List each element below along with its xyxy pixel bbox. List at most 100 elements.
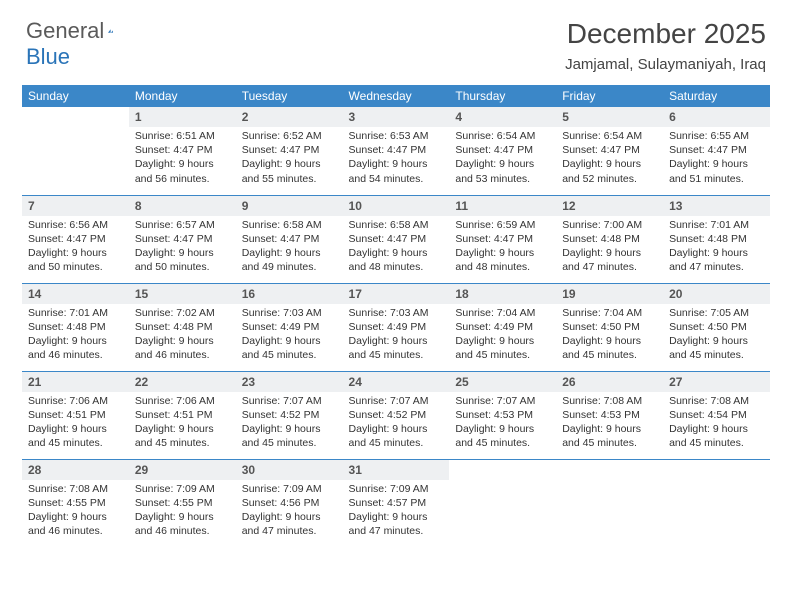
day-details: Sunrise: 6:59 AMSunset: 4:47 PMDaylight:… [449,216,556,279]
day-details: Sunrise: 7:02 AMSunset: 4:48 PMDaylight:… [129,304,236,367]
day-details: Sunrise: 7:07 AMSunset: 4:52 PMDaylight:… [236,392,343,455]
day-details: Sunrise: 6:57 AMSunset: 4:47 PMDaylight:… [129,216,236,279]
day-details: Sunrise: 6:51 AMSunset: 4:47 PMDaylight:… [129,127,236,190]
month-title: December 2025 [565,18,766,50]
day-number: 10 [343,196,450,216]
calendar-cell: 15Sunrise: 7:02 AMSunset: 4:48 PMDayligh… [129,283,236,371]
calendar-cell: 29Sunrise: 7:09 AMSunset: 4:55 PMDayligh… [129,459,236,547]
calendar-cell: 3Sunrise: 6:53 AMSunset: 4:47 PMDaylight… [343,107,450,195]
day-details: Sunrise: 6:54 AMSunset: 4:47 PMDaylight:… [556,127,663,190]
day-details: Sunrise: 7:07 AMSunset: 4:53 PMDaylight:… [449,392,556,455]
brand-logo: General [26,18,138,44]
day-number: 16 [236,284,343,304]
page-header: General December 2025 Jamjamal, Sulayman… [0,0,792,77]
day-number: 11 [449,196,556,216]
calendar-cell: 2Sunrise: 6:52 AMSunset: 4:47 PMDaylight… [236,107,343,195]
weekday-header: Friday [556,85,663,107]
day-number: 22 [129,372,236,392]
day-details: Sunrise: 7:04 AMSunset: 4:50 PMDaylight:… [556,304,663,367]
day-number: 5 [556,107,663,127]
day-details: Sunrise: 7:08 AMSunset: 4:53 PMDaylight:… [556,392,663,455]
calendar-cell: 17Sunrise: 7:03 AMSunset: 4:49 PMDayligh… [343,283,450,371]
day-details: Sunrise: 6:58 AMSunset: 4:47 PMDaylight:… [343,216,450,279]
day-number: 27 [663,372,770,392]
calendar-cell: 5Sunrise: 6:54 AMSunset: 4:47 PMDaylight… [556,107,663,195]
day-number: 21 [22,372,129,392]
calendar-cell: 19Sunrise: 7:04 AMSunset: 4:50 PMDayligh… [556,283,663,371]
day-number: 14 [22,284,129,304]
calendar-cell [556,459,663,547]
day-details: Sunrise: 7:06 AMSunset: 4:51 PMDaylight:… [129,392,236,455]
calendar-body: 1Sunrise: 6:51 AMSunset: 4:47 PMDaylight… [22,107,770,547]
calendar-cell: 1Sunrise: 6:51 AMSunset: 4:47 PMDaylight… [129,107,236,195]
calendar-row: 28Sunrise: 7:08 AMSunset: 4:55 PMDayligh… [22,459,770,547]
weekday-header: Saturday [663,85,770,107]
day-details: Sunrise: 7:07 AMSunset: 4:52 PMDaylight:… [343,392,450,455]
day-details: Sunrise: 6:54 AMSunset: 4:47 PMDaylight:… [449,127,556,190]
day-number: 6 [663,107,770,127]
day-number: 4 [449,107,556,127]
calendar-cell: 13Sunrise: 7:01 AMSunset: 4:48 PMDayligh… [663,195,770,283]
day-number: 24 [343,372,450,392]
calendar-cell: 4Sunrise: 6:54 AMSunset: 4:47 PMDaylight… [449,107,556,195]
day-details: Sunrise: 7:08 AMSunset: 4:54 PMDaylight:… [663,392,770,455]
calendar-cell: 9Sunrise: 6:58 AMSunset: 4:47 PMDaylight… [236,195,343,283]
day-details: Sunrise: 7:05 AMSunset: 4:50 PMDaylight:… [663,304,770,367]
brand-sail-icon [108,22,113,40]
calendar-cell: 6Sunrise: 6:55 AMSunset: 4:47 PMDaylight… [663,107,770,195]
day-details: Sunrise: 6:53 AMSunset: 4:47 PMDaylight:… [343,127,450,190]
calendar-cell [22,107,129,195]
day-number: 26 [556,372,663,392]
day-number: 25 [449,372,556,392]
brand-part2: Blue [26,44,70,69]
brand-part1: General [26,18,104,44]
calendar-cell: 7Sunrise: 6:56 AMSunset: 4:47 PMDaylight… [22,195,129,283]
day-details: Sunrise: 6:56 AMSunset: 4:47 PMDaylight:… [22,216,129,279]
calendar-row: 14Sunrise: 7:01 AMSunset: 4:48 PMDayligh… [22,283,770,371]
day-number: 23 [236,372,343,392]
day-details: Sunrise: 7:08 AMSunset: 4:55 PMDaylight:… [22,480,129,543]
calendar-cell: 12Sunrise: 7:00 AMSunset: 4:48 PMDayligh… [556,195,663,283]
calendar-head: SundayMondayTuesdayWednesdayThursdayFrid… [22,85,770,107]
day-details: Sunrise: 7:09 AMSunset: 4:55 PMDaylight:… [129,480,236,543]
calendar-cell: 14Sunrise: 7:01 AMSunset: 4:48 PMDayligh… [22,283,129,371]
day-details: Sunrise: 7:03 AMSunset: 4:49 PMDaylight:… [236,304,343,367]
calendar-cell: 21Sunrise: 7:06 AMSunset: 4:51 PMDayligh… [22,371,129,459]
day-details: Sunrise: 6:55 AMSunset: 4:47 PMDaylight:… [663,127,770,190]
day-details: Sunrise: 7:09 AMSunset: 4:57 PMDaylight:… [343,480,450,543]
day-number: 15 [129,284,236,304]
day-number: 13 [663,196,770,216]
calendar-cell: 27Sunrise: 7:08 AMSunset: 4:54 PMDayligh… [663,371,770,459]
weekday-header: Monday [129,85,236,107]
day-number: 20 [663,284,770,304]
calendar-cell [449,459,556,547]
day-number: 17 [343,284,450,304]
weekday-header: Sunday [22,85,129,107]
day-details: Sunrise: 6:52 AMSunset: 4:47 PMDaylight:… [236,127,343,190]
day-details: Sunrise: 7:03 AMSunset: 4:49 PMDaylight:… [343,304,450,367]
day-number: 2 [236,107,343,127]
calendar-row: 7Sunrise: 6:56 AMSunset: 4:47 PMDaylight… [22,195,770,283]
day-number: 7 [22,196,129,216]
calendar-cell: 18Sunrise: 7:04 AMSunset: 4:49 PMDayligh… [449,283,556,371]
day-number: 29 [129,460,236,480]
weekday-header: Thursday [449,85,556,107]
calendar-row: 21Sunrise: 7:06 AMSunset: 4:51 PMDayligh… [22,371,770,459]
day-number: 18 [449,284,556,304]
calendar-cell: 10Sunrise: 6:58 AMSunset: 4:47 PMDayligh… [343,195,450,283]
day-number: 1 [129,107,236,127]
day-number: 12 [556,196,663,216]
calendar-cell: 8Sunrise: 6:57 AMSunset: 4:47 PMDaylight… [129,195,236,283]
day-number: 9 [236,196,343,216]
calendar-cell [663,459,770,547]
calendar-cell: 23Sunrise: 7:07 AMSunset: 4:52 PMDayligh… [236,371,343,459]
calendar-cell: 25Sunrise: 7:07 AMSunset: 4:53 PMDayligh… [449,371,556,459]
calendar-cell: 30Sunrise: 7:09 AMSunset: 4:56 PMDayligh… [236,459,343,547]
day-number: 31 [343,460,450,480]
calendar-cell: 11Sunrise: 6:59 AMSunset: 4:47 PMDayligh… [449,195,556,283]
day-details: Sunrise: 7:01 AMSunset: 4:48 PMDaylight:… [22,304,129,367]
calendar-cell: 20Sunrise: 7:05 AMSunset: 4:50 PMDayligh… [663,283,770,371]
day-details: Sunrise: 7:09 AMSunset: 4:56 PMDaylight:… [236,480,343,543]
calendar-cell: 28Sunrise: 7:08 AMSunset: 4:55 PMDayligh… [22,459,129,547]
day-details: Sunrise: 7:04 AMSunset: 4:49 PMDaylight:… [449,304,556,367]
